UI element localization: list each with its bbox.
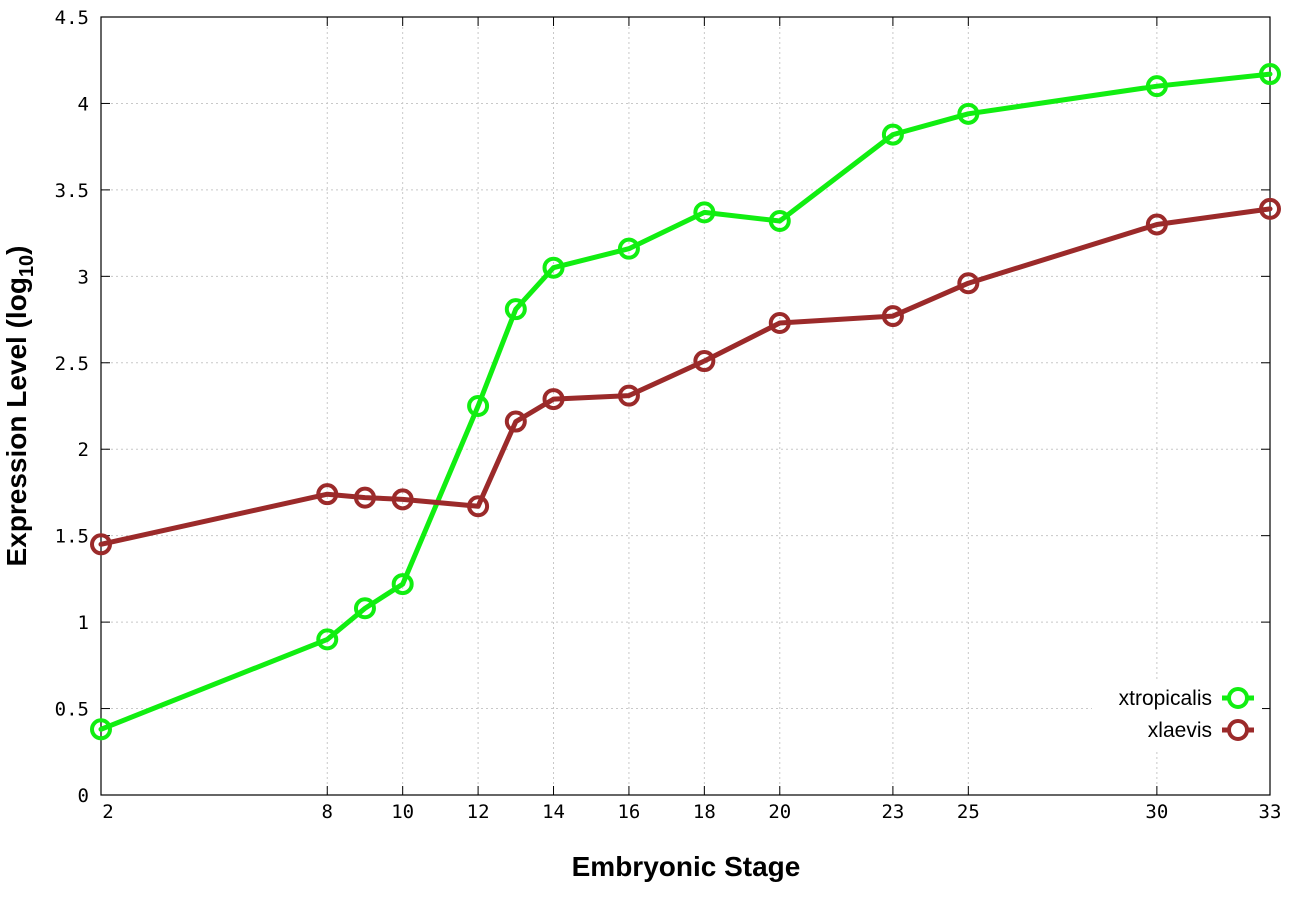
- data-point-xlaevis: [353, 486, 376, 509]
- x-tick-label: 16: [617, 801, 640, 823]
- data-point-xlaevis: [957, 272, 980, 295]
- data-point-xlaevis: [881, 305, 904, 328]
- series-layer: [90, 63, 1281, 741]
- x-tick-label: 10: [391, 801, 414, 823]
- legend-label-xlaevis: xlaevis: [1148, 719, 1212, 742]
- y-tick-label: 2: [78, 439, 89, 461]
- data-point-xtropicalis: [542, 256, 565, 279]
- data-point-xlaevis: [316, 483, 339, 506]
- x-tick-label: 18: [693, 801, 716, 823]
- y-tick-label: 4: [78, 93, 89, 115]
- x-tick-label: 14: [542, 801, 565, 823]
- x-tick-label: 2: [102, 801, 113, 823]
- data-point-xlaevis: [542, 388, 565, 411]
- tick-labels: 2 8 10 12 14 16 18 20 23 25 30 33 0 0.5 1 1.5 2 2.5 3 3.5 4 4…: [55, 7, 1282, 823]
- y-tick-label: 4.5: [55, 7, 89, 29]
- data-point-xlaevis: [768, 312, 791, 335]
- x-tick-label: 25: [957, 801, 980, 823]
- y-tick-label: 2.5: [55, 353, 89, 375]
- data-point-xtropicalis: [768, 210, 791, 233]
- data-point-xlaevis: [504, 410, 527, 433]
- data-point-xtropicalis: [1145, 75, 1168, 98]
- data-point-xlaevis: [1145, 213, 1168, 236]
- x-tick-label: 33: [1259, 801, 1282, 823]
- data-point-xtropicalis: [881, 123, 904, 146]
- grid: [101, 17, 1270, 795]
- data-point-xlaevis: [391, 488, 414, 511]
- data-point-xtropicalis: [617, 237, 640, 260]
- data-point-xtropicalis: [353, 597, 376, 620]
- data-point-xtropicalis: [693, 201, 716, 224]
- data-point-xtropicalis: [316, 628, 339, 651]
- y-tick-label: 3.5: [55, 180, 89, 202]
- data-point-xtropicalis: [391, 573, 414, 596]
- data-point-xlaevis: [1259, 197, 1281, 220]
- data-point-xlaevis: [617, 384, 640, 407]
- data-point-xtropicalis: [1259, 63, 1281, 86]
- series-xlaevis: [90, 197, 1281, 556]
- x-tick-label: 12: [467, 801, 490, 823]
- series-xtropicalis: [90, 63, 1281, 741]
- y-tick-label: 1: [78, 612, 89, 634]
- y-axis-title-close: ): [1, 246, 32, 255]
- x-tick-label: 30: [1145, 801, 1168, 823]
- legend-marker-xtropicalis: [1227, 687, 1249, 709]
- plot-area-border: [100, 16, 1271, 796]
- x-tick-label: 8: [322, 801, 333, 823]
- y-axis-title: Expression Level (log10): [1, 246, 38, 567]
- y-tick-label: 0.5: [55, 699, 89, 721]
- data-point-xlaevis: [467, 495, 490, 518]
- y-tick-label: 3: [78, 266, 89, 288]
- x-tick-label: 20: [768, 801, 791, 823]
- y-axis-title-subscript: 10: [16, 255, 38, 277]
- data-point-xlaevis: [693, 350, 716, 373]
- data-point-xtropicalis: [504, 298, 527, 321]
- y-tick-label: 1.5: [55, 526, 89, 548]
- data-point-xtropicalis: [467, 395, 490, 417]
- data-point-xtropicalis: [957, 102, 980, 125]
- legend-label-xtropicalis: xtropicalis: [1119, 687, 1212, 710]
- legend-marker-xlaevis: [1227, 719, 1249, 741]
- x-tick-label: 23: [881, 801, 904, 823]
- y-axis-title-main: Expression Level (log: [1, 277, 32, 566]
- data-point-xtropicalis: [90, 718, 112, 741]
- series-line-xtropicalis: [98, 71, 1273, 732]
- data-point-xlaevis: [90, 533, 112, 556]
- legend: xtropicalis xlaevis: [1092, 681, 1262, 749]
- x-axis-title: Embryonic Stage: [572, 851, 801, 882]
- series-line-xlaevis: [98, 206, 1273, 547]
- axis-ticks: [100, 16, 1271, 796]
- y-tick-label: 0: [78, 785, 89, 807]
